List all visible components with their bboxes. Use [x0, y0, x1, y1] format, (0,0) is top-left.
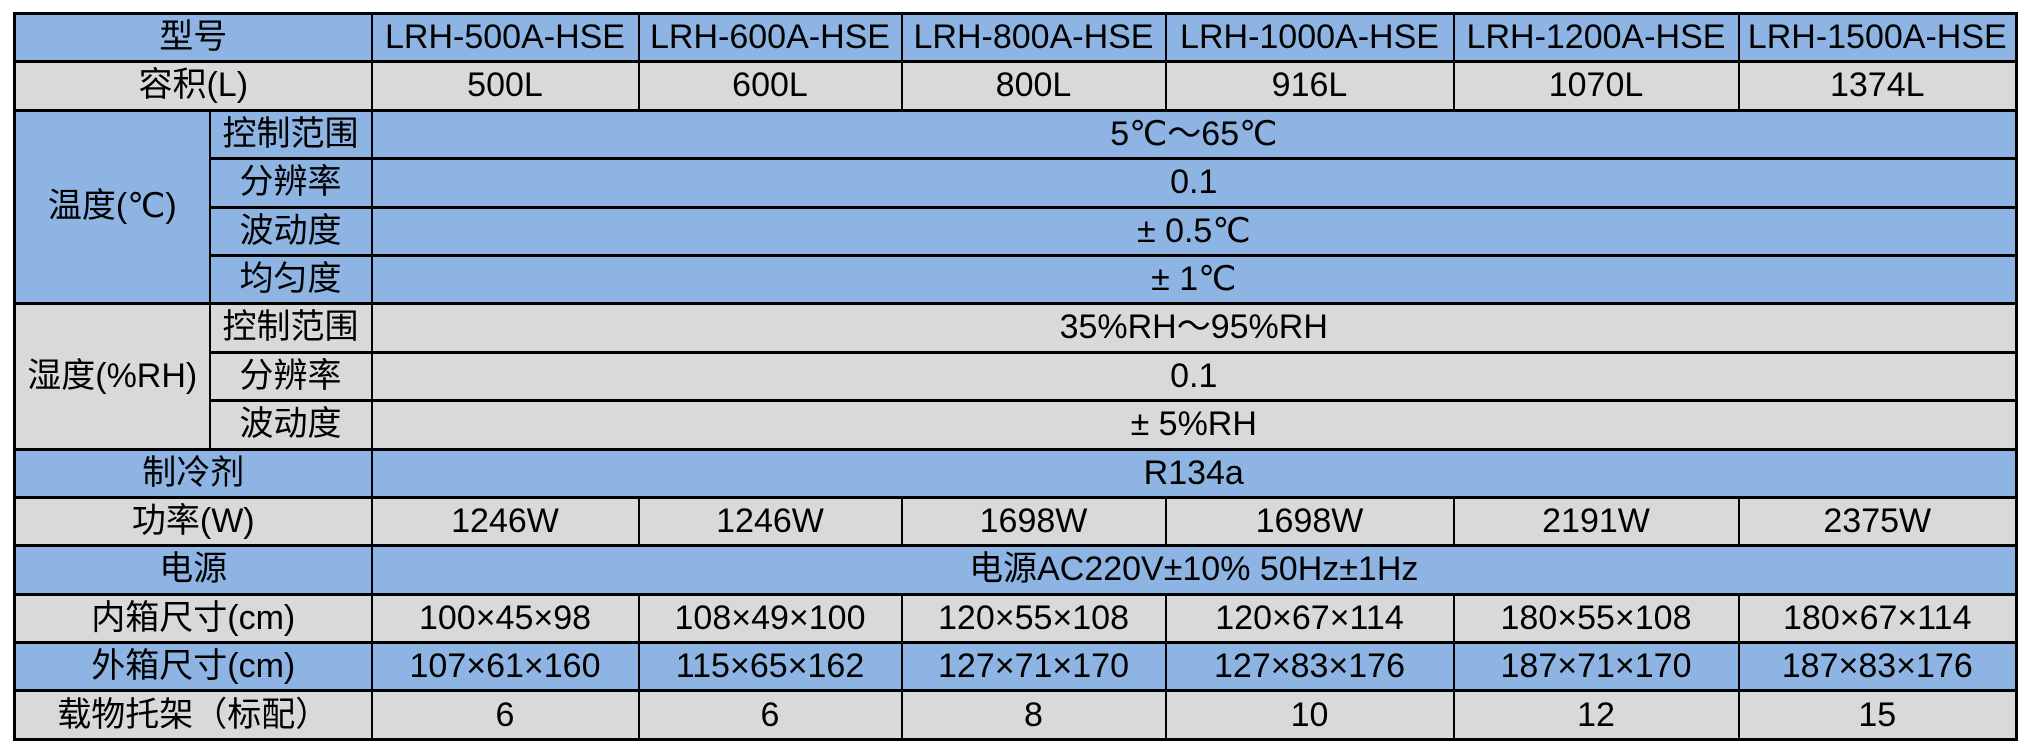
inner-dimensions-value-cell: 120×55×108 [900, 592, 1167, 645]
volume-value-cell: 600L [637, 60, 903, 112]
row-inner-dimensions: 内箱尺寸(cm) 100×45×98 108×49×100 120×55×108… [13, 592, 2018, 645]
row-humidity-fluctuation: 波动度 ± 5%RH [15, 399, 2018, 451]
humidity-value-cell: ± 5%RH [370, 399, 2018, 451]
model-value-cell: LRH-600A-HSE [637, 11, 903, 64]
temperature-group-label-cell: 温度(℃) [13, 108, 211, 306]
power-supply-label-cell: 电源 [13, 544, 373, 596]
row-power-supply: 电源 电源AC220V±10% 50Hz±1Hz [13, 544, 2018, 596]
outer-dimensions-value-cell: 187×83×176 [1737, 641, 2018, 693]
row-volume: 容积(L) 500L 600L 800L 916L 1070L 1374L [13, 60, 2018, 112]
outer-dimensions-value-cell: 127×71×170 [900, 641, 1167, 693]
outer-dimensions-label-cell: 外箱尺寸(cm) [13, 641, 373, 693]
volume-value-cell: 800L [900, 60, 1167, 112]
shelves-value-cell: 6 [637, 689, 903, 741]
temperature-sublabel-cell: 波动度 [208, 205, 373, 257]
power-value-cell: 2375W [1737, 495, 2018, 548]
row-shelves: 载物托架（标配） 6 6 8 10 12 15 [13, 689, 2018, 741]
temperature-sublabel-cell: 控制范围 [208, 108, 373, 161]
power-supply-value-cell: 电源AC220V±10% 50Hz±1Hz [370, 544, 2018, 596]
outer-dimensions-value-cell: 127×83×176 [1164, 641, 1455, 693]
power-value-cell: 1698W [900, 495, 1167, 548]
temperature-value-cell: 5℃～65℃ [370, 108, 2018, 161]
shelves-value-cell: 8 [900, 689, 1167, 741]
model-value-cell: LRH-1200A-HSE [1452, 11, 1740, 64]
inner-dimensions-value-cell: 100×45×98 [370, 592, 640, 645]
row-temperature-uniformity: 均匀度 ± 1℃ [15, 253, 2018, 306]
volume-value-cell: 916L [1164, 60, 1455, 112]
humidity-sublabel-cell: 控制范围 [208, 302, 373, 354]
refrigerant-value-cell: R134a [370, 447, 2018, 499]
power-value-cell: 1246W [370, 495, 640, 548]
temperature-sublabel-cell: 分辨率 [208, 157, 373, 209]
humidity-sublabel-cell: 波动度 [208, 399, 373, 451]
inner-dimensions-label-cell: 内箱尺寸(cm) [13, 592, 373, 645]
humidity-sublabel-cell: 分辨率 [208, 350, 373, 403]
row-temperature-range: 温度(℃) 控制范围 5℃～65℃ [13, 108, 2018, 306]
row-model: 型号 LRH-500A-HSE LRH-600A-HSE LRH-800A-HS… [13, 11, 2018, 64]
refrigerant-label-cell: 制冷剂 [13, 447, 373, 499]
outer-dimensions-value-cell: 187×71×170 [1452, 641, 1740, 693]
temperature-sublabel-cell: 均匀度 [208, 253, 373, 306]
shelves-label-cell: 载物托架（标配） [13, 689, 373, 741]
row-humidity-range: 湿度(%RH) 控制范围 35%RH～95%RH [13, 302, 2018, 451]
inner-dimensions-value-cell: 180×67×114 [1737, 592, 2018, 645]
inner-dimensions-value-cell: 180×55×108 [1452, 592, 1740, 645]
outer-dimensions-value-cell: 115×65×162 [637, 641, 903, 693]
volume-value-cell: 1070L [1452, 60, 1740, 112]
row-power: 功率(W) 1246W 1246W 1698W 1698W 2191W 2375… [13, 495, 2018, 548]
humidity-group-label-cell: 湿度(%RH) [13, 302, 211, 451]
temperature-value-cell: ± 0.5℃ [370, 205, 2018, 257]
row-temperature-resolution: 分辨率 0.1 [15, 157, 2018, 209]
shelves-value-cell: 12 [1452, 689, 1740, 741]
temperature-value-cell: 0.1 [370, 157, 2018, 209]
spec-table: 型号 LRH-500A-HSE LRH-600A-HSE LRH-800A-HS… [13, 11, 2018, 741]
model-value-cell: LRH-1500A-HSE [1737, 11, 2018, 64]
power-value-cell: 2191W [1452, 495, 1740, 548]
model-value-cell: LRH-800A-HSE [900, 11, 1167, 64]
volume-value-cell: 500L [370, 60, 640, 112]
power-label-cell: 功率(W) [13, 495, 373, 548]
shelves-value-cell: 10 [1164, 689, 1455, 741]
volume-label-cell: 容积(L) [13, 60, 373, 112]
inner-dimensions-value-cell: 120×67×114 [1164, 592, 1455, 645]
humidity-value-cell: 35%RH～95%RH [370, 302, 2018, 354]
model-value-cell: LRH-500A-HSE [370, 11, 640, 64]
power-value-cell: 1246W [637, 495, 903, 548]
volume-value-cell: 1374L [1737, 60, 2018, 112]
row-outer-dimensions: 外箱尺寸(cm) 107×61×160 115×65×162 127×71×17… [13, 641, 2018, 693]
humidity-value-cell: 0.1 [370, 350, 2018, 403]
row-temperature-fluctuation: 波动度 ± 0.5℃ [15, 205, 2018, 257]
shelves-value-cell: 6 [370, 689, 640, 741]
temperature-value-cell: ± 1℃ [370, 253, 2018, 306]
model-label-cell: 型号 [13, 11, 373, 64]
outer-dimensions-value-cell: 107×61×160 [370, 641, 640, 693]
power-value-cell: 1698W [1164, 495, 1455, 548]
inner-dimensions-value-cell: 108×49×100 [637, 592, 903, 645]
row-humidity-resolution: 分辨率 0.1 [15, 350, 2018, 403]
shelves-value-cell: 15 [1737, 689, 2018, 741]
model-value-cell: LRH-1000A-HSE [1164, 11, 1455, 64]
row-refrigerant: 制冷剂 R134a [13, 447, 2018, 499]
